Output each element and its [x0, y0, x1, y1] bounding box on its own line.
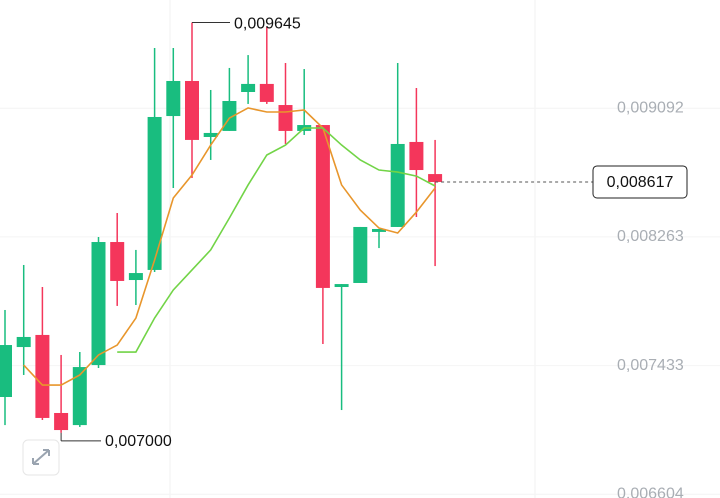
y-tick-label: 0,007433 [617, 357, 684, 374]
candle-body [259, 83, 274, 102]
candle-body [54, 412, 69, 431]
y-tick-label: 0,008263 [617, 228, 684, 245]
candle-body [353, 226, 368, 283]
y-tick-label: 0,009092 [617, 100, 684, 117]
candle-body [91, 242, 106, 366]
expand-button[interactable] [22, 439, 60, 476]
candle-body [428, 174, 443, 182]
candle-body [409, 141, 424, 171]
candle-body [278, 105, 293, 131]
candle-body [16, 336, 31, 348]
expand-icon [32, 449, 50, 465]
last-price-box [592, 165, 688, 199]
last-price-label: 0,008617 [607, 174, 674, 191]
candle-body [203, 132, 218, 137]
candle-body [147, 116, 162, 270]
y-tick-label: 0,006604 [617, 485, 684, 498]
candle-body [166, 80, 181, 117]
moving-average [117, 127, 436, 353]
candle-body [185, 80, 199, 140]
candle-body [241, 83, 256, 92]
low-marker-label: 0,007000 [105, 433, 172, 450]
candle-body [128, 273, 143, 281]
candle-body [334, 284, 349, 288]
candle-body [372, 228, 386, 232]
candle-body [72, 367, 87, 426]
candle-body [110, 242, 125, 281]
candle-body [0, 345, 12, 398]
high-marker-label: 0,009645 [234, 16, 301, 33]
moving-average [23, 107, 436, 386]
candle-body [390, 143, 405, 227]
candle-body [35, 334, 50, 418]
candle-body [315, 125, 330, 288]
